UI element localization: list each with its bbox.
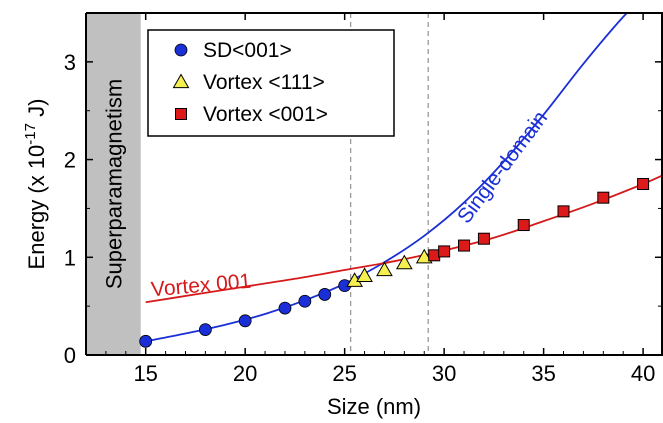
point-square-2 [438, 245, 451, 258]
superparamagnetism-region [86, 13, 141, 355]
legend-marker-triangle [172, 73, 190, 89]
y-tick-label: 0 [64, 343, 76, 368]
x-ticks: 15 20 25 30 35 40 [105, 13, 663, 386]
single-domain-curve [145, 13, 629, 343]
point-circle-5 [298, 294, 312, 308]
point-square-4 [477, 232, 490, 245]
x-tick-label: 25 [332, 361, 356, 386]
point-square-7 [597, 191, 610, 204]
point-square-5 [517, 219, 530, 232]
point-circle-2 [198, 323, 212, 336]
point-triangle-4 [395, 254, 413, 270]
y-ticks: 0 1 2 3 [64, 50, 662, 368]
data-markers [139, 178, 650, 348]
point-circle-4 [278, 301, 292, 315]
y-axis-title: Energy (x 10-17 J) [22, 99, 49, 270]
point-triangle-5 [415, 248, 433, 264]
legend-label: Vortex <001> [203, 103, 328, 126]
point-circle-1 [139, 334, 153, 348]
axes [85, 12, 663, 356]
superparamagnetism-label: Superparamagnetism [101, 79, 126, 289]
y-tick-label: 2 [64, 148, 76, 173]
point-square-1 [428, 249, 441, 262]
legend-marker-square [175, 108, 187, 120]
x-tick-label: 30 [432, 361, 456, 386]
vortex-001-label: Vortex 001 [150, 270, 252, 302]
single-domain-label: Single-domain [453, 107, 552, 228]
legend-marker-circle [174, 43, 188, 57]
x-tick-label: 40 [631, 361, 655, 386]
y-tick-label: 1 [64, 245, 76, 270]
x-axis-title: Size (nm) [327, 394, 421, 419]
point-circle-3 [238, 314, 252, 328]
legend-box [147, 29, 395, 137]
legend-label: Vortex <111> [203, 71, 325, 94]
x-tick-label: 35 [531, 361, 555, 386]
point-triangle-2 [356, 267, 373, 282]
legend: SD<001> Vortex <111> Vortex <001> [147, 29, 395, 137]
point-square-6 [557, 205, 570, 218]
point-triangle-3 [376, 261, 393, 277]
legend-label: SD<001> [203, 39, 292, 62]
point-circle-6 [318, 288, 332, 301]
x-tick-label: 15 [133, 361, 157, 386]
y-tick-label: 3 [64, 50, 76, 75]
x-tick-label: 20 [233, 361, 257, 386]
point-square-3 [458, 239, 471, 252]
point-square-8 [637, 178, 650, 190]
